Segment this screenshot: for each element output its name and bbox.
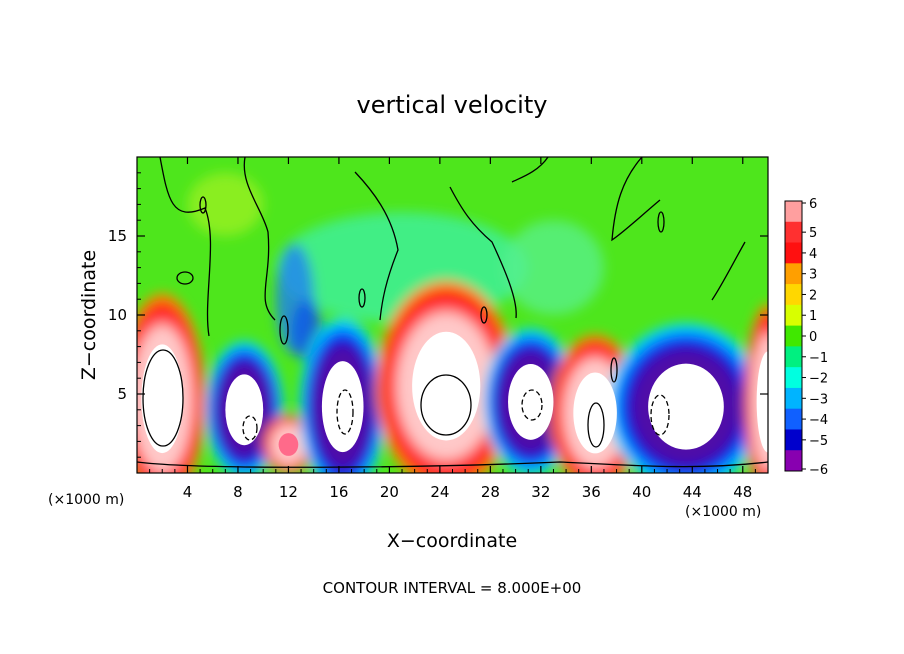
- contour-loop: [279, 315, 289, 345]
- colorbar-swatch: [785, 367, 802, 389]
- downdraft-core: [648, 363, 724, 450]
- x-tick-label: 40: [632, 483, 651, 501]
- contour-loop: [176, 271, 194, 285]
- colorbar-label: 3: [809, 268, 817, 283]
- contour-loop-negative: [521, 389, 543, 421]
- colorbar-label: 1: [809, 309, 817, 324]
- contour-interval-note: CONTOUR INTERVAL = 8.000E+00: [323, 579, 582, 597]
- colorbar-label: −3: [809, 392, 828, 407]
- colorbar-label: 0: [809, 330, 817, 345]
- updraft-core: [141, 344, 184, 454]
- contour-loop: [587, 402, 605, 448]
- colorbar-label: −5: [809, 434, 828, 449]
- x-tick-label: 16: [329, 483, 348, 501]
- plot-area: [137, 157, 768, 473]
- x-unit-label-right: (×1000 m): [685, 504, 761, 520]
- zero-contour-line: [243, 157, 276, 321]
- contour-loop: [420, 374, 472, 436]
- downdraft-core: [225, 374, 264, 446]
- velocity-field: [137, 172, 768, 473]
- updraft-core: [412, 331, 481, 441]
- colorbar-label: 6: [809, 197, 817, 212]
- x-tick-label: 4: [183, 483, 193, 501]
- contour-loop: [657, 211, 665, 233]
- x-axis-label: X−coordinate: [387, 530, 517, 552]
- colorbar-swatch: [785, 429, 802, 451]
- colorbar-swatch: [785, 242, 802, 264]
- contour-loop-negative: [242, 415, 258, 441]
- contour-loop: [358, 288, 366, 308]
- colorbar-swatch: [785, 201, 802, 223]
- contour-lines: [137, 157, 768, 468]
- contour-loop-negative: [336, 389, 354, 435]
- updraft-core: [278, 433, 299, 456]
- x-tick-label: 36: [582, 483, 601, 501]
- zero-contour-line: [711, 241, 746, 301]
- colorbar-label: −6: [809, 463, 828, 478]
- y-tick-label: 15: [108, 227, 127, 245]
- x-unit-label-left: (×1000 m): [48, 492, 124, 508]
- x-tick-label: 44: [683, 483, 702, 501]
- x-tick-label: 32: [531, 483, 550, 501]
- colorbar-label: 4: [809, 247, 817, 262]
- colorbar-label: 2: [809, 288, 817, 303]
- y-axis-label: Z−coordinate: [78, 250, 100, 380]
- colorbar-swatch: [785, 387, 802, 410]
- updraft-core: [573, 372, 617, 454]
- x-tick-label: 20: [380, 483, 399, 501]
- zero-contour-line: [159, 157, 212, 337]
- colorbar-swatch: [785, 304, 802, 327]
- colorbar-label: 5: [809, 226, 817, 241]
- zero-contour-line: [611, 157, 661, 242]
- x-tick-label: 12: [279, 483, 298, 501]
- contour-loop-negative: [650, 394, 670, 436]
- x-tick-label: 48: [733, 483, 752, 501]
- contour-loop: [142, 349, 184, 447]
- x-tick-label: 24: [430, 483, 449, 501]
- y-tick-label: 5: [117, 385, 127, 403]
- colorbar-label: −2: [809, 372, 828, 387]
- colorbar-swatch: [785, 450, 802, 472]
- x-tick-label: 28: [481, 483, 500, 501]
- colorbar-label: −4: [809, 413, 828, 428]
- colorbar-swatch: [785, 408, 802, 430]
- field-plume: [502, 220, 604, 315]
- x-tick-label: 8: [233, 483, 243, 501]
- chart-title: vertical velocity: [357, 91, 548, 119]
- y-tick-label: 10: [108, 306, 127, 324]
- colorbar-swatch: [785, 263, 802, 285]
- colorbar-swatch: [785, 221, 802, 244]
- contour-loop: [480, 306, 488, 324]
- downdraft-core: [508, 363, 554, 440]
- contour-loop: [199, 196, 207, 214]
- zero-contour-line: [511, 157, 549, 183]
- downdraft-core: [321, 361, 364, 453]
- colorbar-swatch: [785, 284, 802, 306]
- zero-contour-line: [449, 186, 517, 319]
- colorbar-swatch: [785, 346, 802, 368]
- colorbar-label: −1: [809, 351, 828, 366]
- updraft-core: [756, 351, 768, 453]
- contour-loop: [610, 357, 618, 383]
- field-plume: [187, 172, 264, 236]
- colorbar: 6 5 4 3 2 1 0 −1 −2 −3 −4 −5 −6: [784, 197, 828, 478]
- colorbar-swatch: [785, 325, 802, 347]
- zero-contour-line: [354, 171, 399, 321]
